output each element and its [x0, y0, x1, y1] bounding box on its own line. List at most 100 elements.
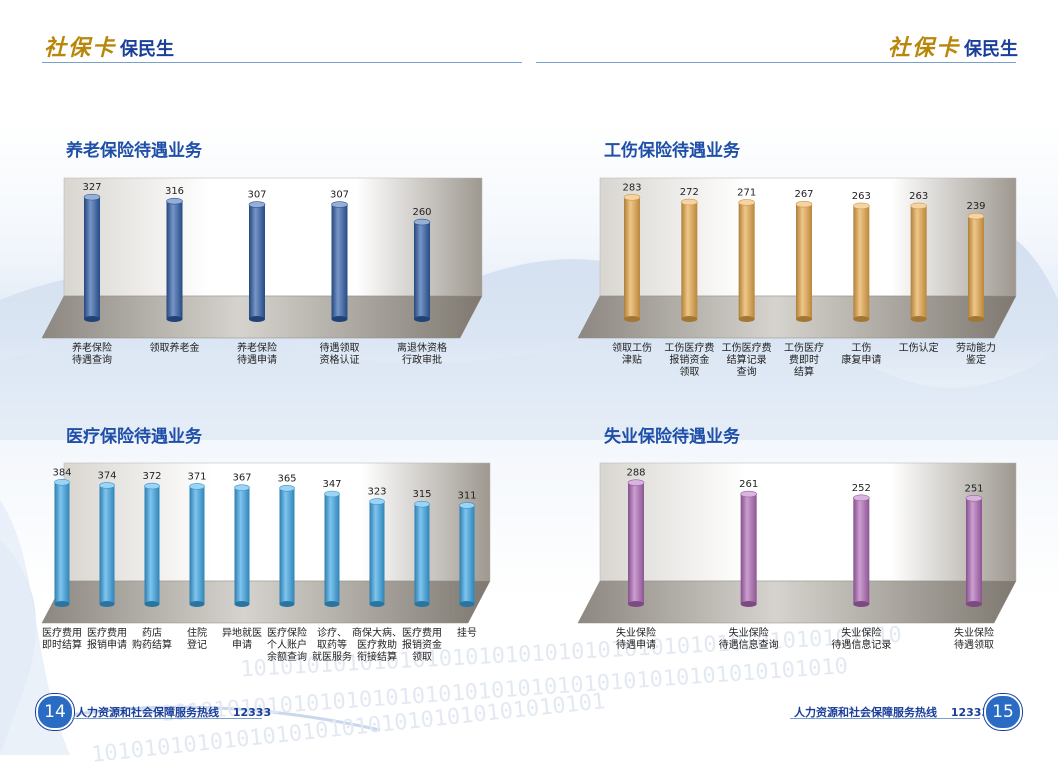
data-label: 384: [52, 467, 71, 478]
bar-medical-9: [414, 500, 430, 607]
bar-body: [796, 204, 812, 319]
data-label: 307: [247, 190, 266, 201]
bar-base: [740, 601, 757, 607]
data-label: 283: [622, 182, 641, 193]
bar-body: [628, 482, 644, 604]
bar-medical-4: [189, 483, 205, 607]
data-label: 261: [739, 479, 758, 490]
bar-base: [54, 601, 70, 607]
header-divider-left: [42, 62, 522, 63]
page-number-left: 14: [36, 694, 74, 730]
bar-cap: [738, 199, 755, 206]
bar-base: [414, 601, 430, 607]
data-label: 271: [737, 187, 756, 198]
data-label: 311: [457, 490, 476, 501]
footer-divider-left: [72, 718, 262, 719]
data-label: 372: [142, 471, 161, 482]
bar-base: [968, 316, 984, 322]
hotline-right: 人力资源和社会保障服务热线 12333: [794, 704, 989, 720]
bar-base: [738, 316, 755, 322]
data-label: 263: [852, 191, 871, 202]
bar-base: [414, 316, 430, 322]
bar-injury-3: [738, 199, 755, 322]
bar-base: [84, 316, 100, 322]
category-label: 失业保险待遇申请: [616, 626, 656, 651]
bar-cap: [795, 200, 813, 208]
data-label: 323: [367, 487, 386, 498]
bar-medical-5: [234, 484, 250, 607]
bar-base: [331, 316, 348, 322]
brand-script: 社保卡: [888, 35, 961, 61]
data-label: 371: [187, 471, 206, 482]
bar-body: [99, 485, 115, 604]
bar-injury-2: [681, 198, 698, 322]
bar-cap: [740, 490, 757, 498]
category-label: 药店购药结算: [132, 626, 172, 651]
bar-cap: [54, 478, 70, 486]
bar-cap: [853, 202, 870, 210]
bar-base: [166, 316, 183, 322]
category-label: 工伤医疗费报销资金领取: [664, 341, 714, 378]
category-label: 失业保险待遇信息查询: [719, 626, 779, 651]
bar-body: [279, 488, 295, 604]
bar-base: [279, 601, 295, 607]
category-label: 失业保险待遇信息记录: [831, 626, 891, 651]
bar-medical-10: [459, 502, 475, 607]
chart-title-unemployment: 失业保险待遇业务: [604, 427, 740, 447]
bar-body: [414, 504, 430, 604]
bar-cap: [413, 218, 431, 226]
bar-base: [681, 316, 698, 322]
brand-slogan: 保民生: [964, 39, 1019, 60]
bar-body: [324, 493, 340, 604]
category-label: 诊疗、取药等就医服务: [312, 626, 352, 663]
bar-cap: [627, 479, 645, 486]
bar-cap: [369, 498, 385, 505]
bar-medical-3: [144, 482, 160, 607]
category-label: 待遇领取资格认证: [320, 341, 360, 366]
bar-base: [628, 601, 644, 607]
bar-body: [738, 202, 755, 319]
data-label: 347: [322, 479, 341, 490]
bar-base: [189, 601, 205, 607]
bar-body: [414, 222, 430, 319]
bar-base: [144, 601, 160, 607]
chart-title-injury: 工伤保险待遇业务: [604, 141, 740, 161]
bar-body: [249, 204, 265, 319]
hotline-number: 12333: [232, 706, 272, 719]
chart-pension: 327 养老保险待遇查询 316 领取养老金 307 养老保险待遇申请 307 待遇领取资格认…: [41, 177, 483, 366]
bar-cap: [414, 500, 430, 508]
bar-medical-8: [369, 498, 385, 607]
bar-unemployment-2: [740, 490, 757, 607]
bar-pension-3: [248, 201, 266, 322]
bar-body: [968, 216, 984, 319]
bar-cap: [166, 197, 183, 205]
bar-cap: [623, 193, 641, 201]
category-label: 工伤医疗费即时结算: [784, 341, 824, 378]
brand-logo-left: 社保卡 保民生: [44, 30, 174, 62]
bar-cap: [910, 202, 927, 210]
category-label: 医疗费用报销申请: [87, 626, 127, 651]
bar-body: [853, 205, 870, 319]
bar-body: [853, 497, 870, 604]
hotline-left: 人力资源和社会保障服务热线 12333: [76, 704, 271, 720]
data-label: 251: [964, 483, 983, 494]
bar-body: [166, 201, 183, 319]
bar-cap: [189, 483, 205, 490]
bar-base: [249, 316, 265, 322]
bar-injury-6: [910, 202, 927, 322]
bar-body: [369, 501, 385, 604]
data-label: 374: [97, 470, 116, 481]
page-number-right: 15: [984, 694, 1022, 730]
hotline-text: 人力资源和社会保障服务热线: [794, 706, 937, 719]
chart-medical: 384 医疗费用即时结算 374 医疗费用报销申请 372 药店购药结算 371 住院登记 36…: [41, 462, 491, 663]
bar-body: [189, 486, 205, 604]
bar-body: [234, 487, 250, 604]
bar-body: [910, 205, 927, 319]
bar-pension-5: [413, 218, 431, 322]
bar-unemployment-4: [965, 494, 983, 607]
bar-base: [853, 601, 870, 607]
data-label: 252: [852, 483, 871, 494]
category-label: 领取养老金: [150, 341, 200, 354]
category-label: 医疗保险个人账户余额查询: [267, 626, 307, 663]
data-label: 260: [412, 207, 431, 218]
